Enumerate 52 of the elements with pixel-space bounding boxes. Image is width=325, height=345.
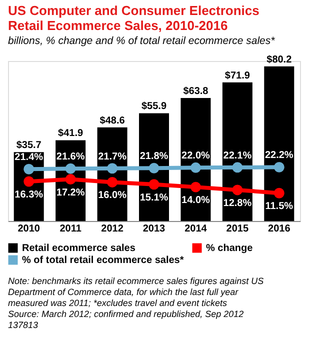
point — [190, 182, 201, 192]
legend-label: Retail ecommerce sales — [22, 243, 136, 254]
data-label: $63.8 — [183, 86, 209, 98]
data-label: 12.8% — [223, 198, 252, 209]
data-label: 22.1% — [223, 150, 252, 162]
x-tick-label: 2014 — [184, 224, 208, 234]
point — [232, 162, 243, 173]
data-label: $35.7 — [16, 140, 42, 152]
data-label: 22.0% — [182, 150, 210, 162]
x-tick-label: 2011 — [60, 224, 82, 234]
data-label: 14.0% — [182, 195, 210, 206]
point — [65, 163, 76, 174]
text: 137813 — [8, 320, 38, 330]
data-label: 15.1% — [140, 192, 168, 204]
bar — [264, 66, 294, 221]
x-tick-label: 2016 — [268, 224, 291, 234]
bar — [222, 82, 252, 221]
source-note: Source: March 2012; confirmed and republished, Sep 2012 — [8, 309, 244, 319]
data-label: 11.5% — [265, 201, 294, 212]
data-label: $41.9 — [58, 128, 84, 140]
data-label: 21.4% — [14, 152, 44, 164]
point — [274, 162, 284, 172]
legend-label: % of total retail ecommerce sales* — [22, 255, 184, 266]
point — [107, 176, 118, 188]
x-tick-label: 2015 — [226, 224, 249, 234]
data-label: 21.8% — [140, 151, 168, 162]
point — [107, 163, 118, 174]
chart-title: US Computer and Consumer Electronics Retail Ecommerce Sales, 2010-2016 — [8, 2, 260, 33]
point — [148, 179, 160, 190]
point — [65, 174, 76, 185]
point — [24, 164, 34, 174]
data-label: $48.6 — [100, 115, 126, 126]
data-label: $55.9 — [141, 101, 167, 112]
point — [190, 162, 201, 173]
point — [232, 184, 243, 196]
x-tick-label: 2010 — [18, 224, 40, 234]
data-label: 21.7% — [98, 151, 127, 162]
legend-label: % change — [206, 243, 254, 254]
data-label: 22.2% — [264, 150, 294, 162]
data-label: $80.2 — [266, 54, 292, 66]
x-tick-label: 2013 — [142, 224, 166, 234]
point — [148, 162, 160, 174]
point — [24, 176, 34, 187]
x-tick-label: 2012 — [101, 224, 124, 234]
text: Note: benchmarks its retail ecommerce sales figures against US Department of Commerce data, for which the last full year measured was 2011; *excludes travel and event tickets — [8, 276, 264, 308]
point — [274, 188, 284, 198]
data-label: 21.6% — [56, 152, 85, 163]
chart-subtitle: billions, % change and % of total retail ecommerce sales* — [8, 34, 276, 47]
data-label: $71.9 — [224, 70, 250, 82]
data-label: 16.0% — [98, 190, 127, 202]
data-label: 17.2% — [56, 187, 85, 198]
data-label: 16.3% — [14, 189, 44, 200]
